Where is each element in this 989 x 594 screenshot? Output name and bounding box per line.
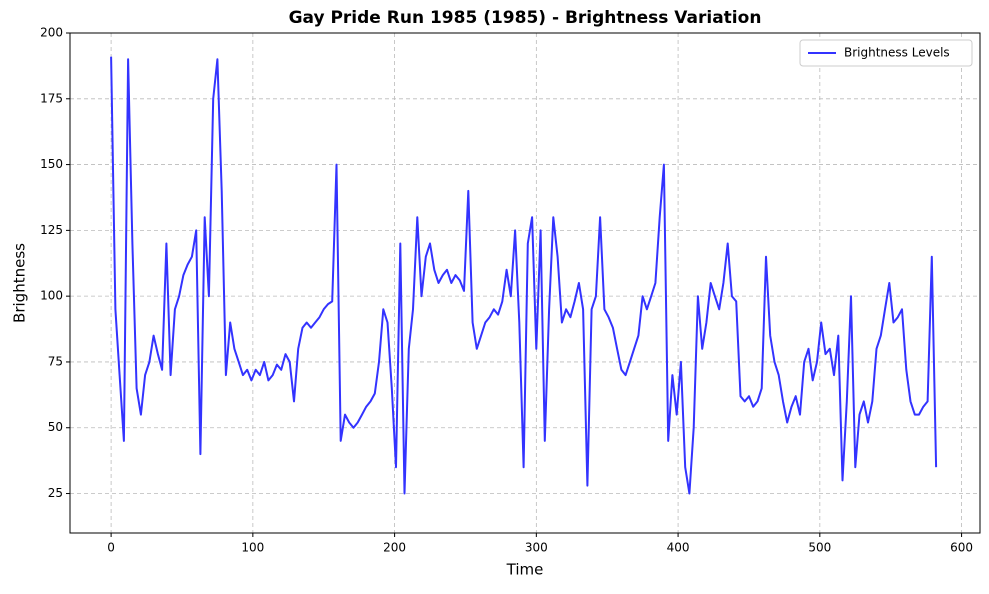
x-tick-label: 400 [667,541,690,555]
y-axis-label: Brightness [11,243,29,323]
y-tick-label: 150 [40,157,63,171]
plot-frame [69,32,981,534]
x-tick-label: 100 [241,541,264,555]
y-tick-label: 25 [48,486,63,500]
y-tick-label: 50 [48,420,63,434]
x-tick-label: 300 [525,541,548,555]
chart-title: Gay Pride Run 1985 (1985) - Brightness V… [289,8,762,28]
legend-label: Brightness Levels [844,46,950,60]
x-tick-label: 0 [107,541,115,555]
y-tick-label: 125 [40,223,63,237]
y-tick-label: 175 [40,91,63,105]
x-tick-label: 500 [808,541,831,555]
x-tick-label: 200 [383,541,406,555]
y-tick-label: 75 [48,354,63,368]
x-axis-label: Time [506,561,544,579]
y-tick-label: 200 [40,26,63,40]
y-tick-label: 100 [40,289,63,303]
legend-box [799,39,973,67]
x-tick-label: 600 [950,541,973,555]
data-line [110,56,938,495]
